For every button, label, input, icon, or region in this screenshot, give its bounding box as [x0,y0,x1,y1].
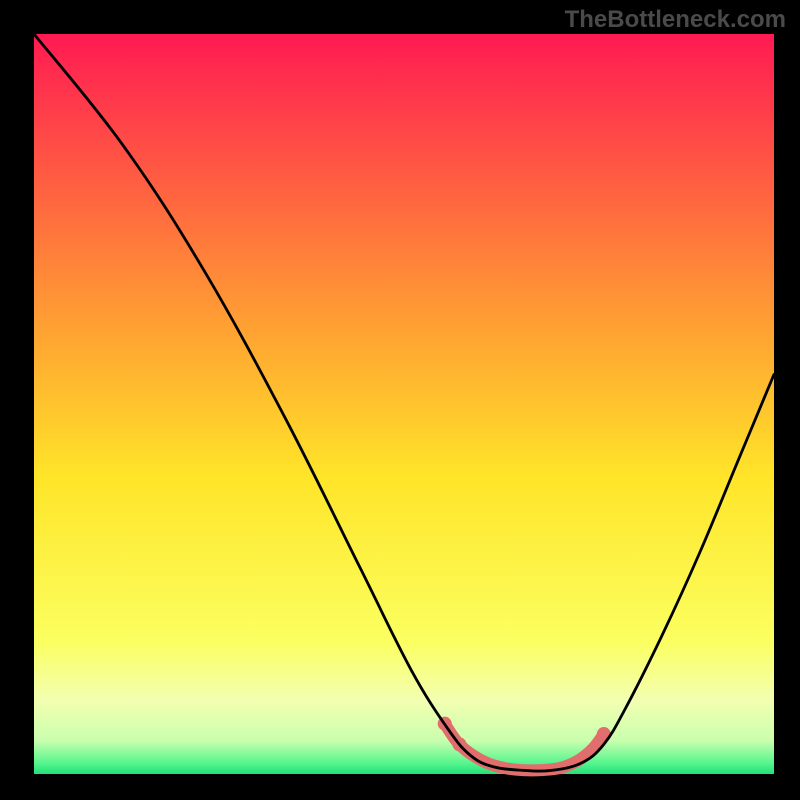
watermark-text: TheBottleneck.com [565,6,786,34]
plot-background-gradient [34,34,774,774]
bottleneck-chart [0,0,800,800]
